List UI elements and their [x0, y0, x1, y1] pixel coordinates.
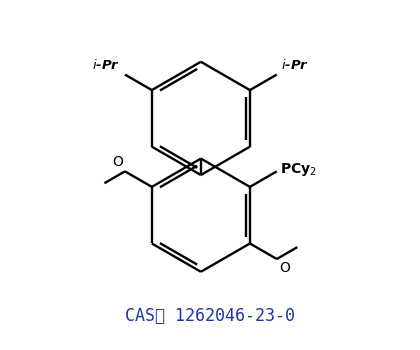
Text: PCy$_2$: PCy$_2$	[281, 161, 317, 178]
Text: $i$-Pr: $i$-Pr	[281, 58, 309, 72]
Text: O: O	[279, 261, 290, 275]
Text: CAS： 1262046-23-0: CAS： 1262046-23-0	[125, 307, 295, 325]
Text: $i$-Pr: $i$-Pr	[92, 58, 121, 72]
Text: O: O	[112, 155, 123, 169]
